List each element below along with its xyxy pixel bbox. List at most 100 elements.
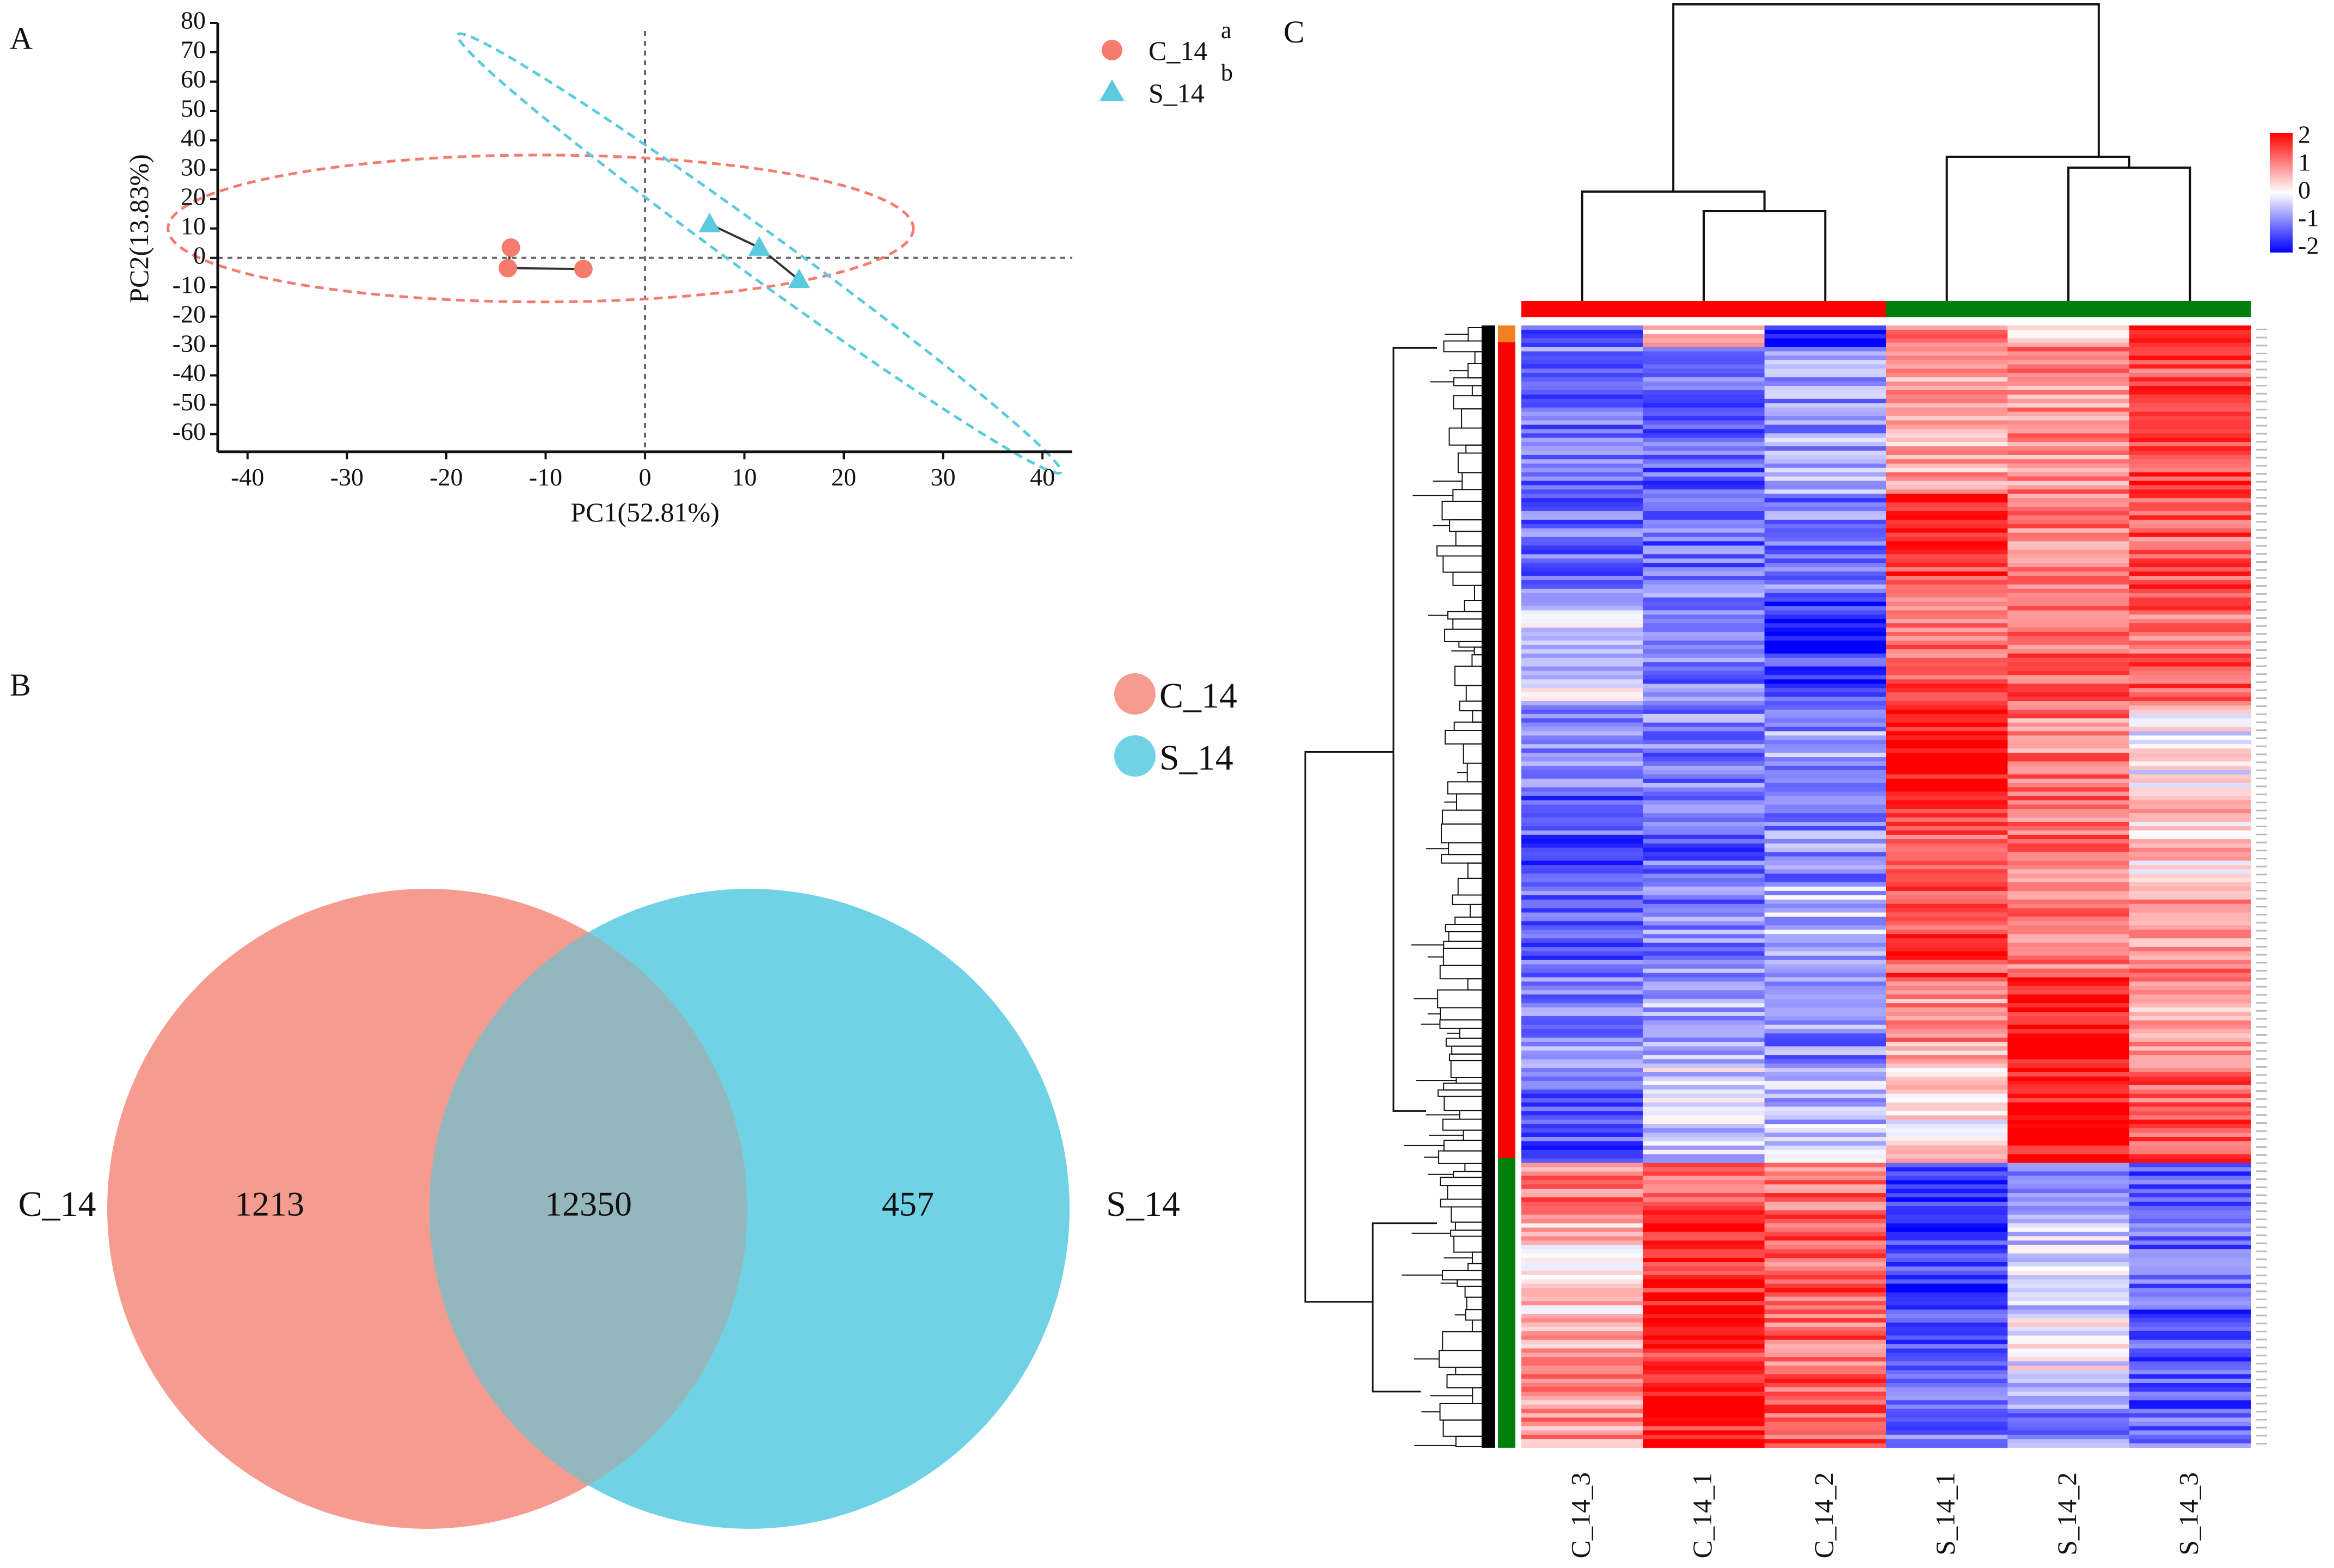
heatmap-cell [2007, 973, 2130, 978]
heatmap-cell [1886, 977, 2008, 982]
heatmap-cell [2007, 636, 2130, 641]
heatmap-cell [1886, 468, 2008, 473]
heatmap-cell [2007, 575, 2130, 581]
heatmap-cell [1764, 955, 1887, 961]
heatmap-cell [1886, 662, 2008, 667]
heatmap-cell [1643, 593, 1765, 598]
heatmap-cell [1521, 1344, 1643, 1349]
heatmap-cell [2007, 1417, 2130, 1423]
heatmap-cell [1764, 830, 1887, 835]
heatmap-cell [2129, 817, 2251, 822]
heatmap-cell [1643, 541, 1765, 546]
heatmap-cell [1643, 433, 1765, 438]
row-dendrogram-leaf [1447, 1185, 1482, 1200]
heatmap-cell [1521, 1400, 1643, 1405]
heatmap-cell [1886, 1318, 2008, 1323]
heatmap-cell [2007, 394, 2130, 399]
heatmap-cell [1886, 334, 2008, 339]
heatmap-cell [1764, 377, 1887, 382]
heatmap-cell [1764, 342, 1887, 348]
heatmap-cell [1764, 977, 1887, 982]
heatmap-cell [2007, 960, 2130, 965]
column-group-swatch [1521, 301, 1643, 317]
heatmap-cell [2007, 1275, 2130, 1280]
heatmap-cell [2129, 450, 2251, 456]
heatmap-cell [2007, 791, 2130, 797]
heatmap-cell [1521, 994, 1643, 999]
heatmap-cell [2007, 442, 2130, 447]
heatmap-cell [1521, 1016, 1643, 1021]
heatmap-cell [1643, 640, 1765, 645]
heatmap-cell [1764, 347, 1887, 352]
row-dendrogram-leaf [1465, 444, 1482, 454]
heatmap-cell [2007, 628, 2130, 632]
heatmap-cell [2129, 1136, 2251, 1142]
heatmap-cell [2129, 1279, 2251, 1284]
heatmap-cell [2007, 653, 2130, 659]
heatmap-cell [1521, 765, 1643, 771]
heatmap-cell [1764, 429, 1887, 434]
heatmap-cell [1521, 1270, 1643, 1276]
heatmap-cell [1521, 839, 1643, 844]
heatmap-cell [2007, 1262, 2130, 1267]
heatmap-cell [1521, 390, 1643, 395]
heatmap-cell [2007, 1344, 2130, 1349]
heatmap-cell [1643, 494, 1765, 499]
row-dendrogram-leaf [1466, 1296, 1482, 1311]
heatmap-cell [1764, 532, 1887, 538]
heatmap-cell [1643, 1357, 1765, 1362]
column-dendrogram-branch [1945, 156, 2130, 301]
heatmap-cell [1521, 511, 1643, 516]
heatmap-cell [2129, 1305, 2251, 1310]
heatmap-cell [1764, 1305, 1887, 1310]
heatmap-cell [1521, 1219, 1643, 1224]
heatmap-cell [2129, 1133, 2251, 1137]
heatmap-cell [2007, 930, 2130, 934]
heatmap-cell [2007, 325, 2130, 330]
heatmap-cell [1886, 1387, 2008, 1392]
heatmap-cell [1886, 1050, 2008, 1055]
heatmap-cell [1521, 917, 1643, 922]
heatmap-cell [2129, 770, 2251, 775]
row-dendrogram-leaf [1467, 363, 1482, 379]
heatmap-cell [2007, 822, 2130, 827]
heatmap-cell [1521, 407, 1643, 413]
heatmap-cell [2007, 834, 2130, 840]
heatmap-cell [1886, 770, 2008, 775]
heatmap-cell [2007, 943, 2130, 948]
heatmap-cell [2129, 1366, 2251, 1370]
heatmap-cell [1886, 1206, 2008, 1211]
heatmap-cell [2007, 550, 2130, 555]
heatmap-cell [2129, 1227, 2251, 1233]
row-dendrogram-leaf [1457, 877, 1482, 896]
row-dendrogram-leaf [1452, 571, 1482, 586]
heatmap-cell [1886, 917, 2008, 922]
heatmap-cell [1643, 502, 1765, 507]
heatmap-cell [1521, 1236, 1643, 1241]
heatmap-cell [2129, 628, 2251, 632]
heatmap-cell [2007, 787, 2130, 792]
heatmap-cell [1764, 1387, 1887, 1392]
heatmap-cell [1886, 416, 2008, 421]
heatmap-cell [2007, 744, 2130, 749]
heatmap-cell [2007, 507, 2130, 512]
heatmap-cell [2007, 640, 2130, 645]
heatmap-cell [2007, 981, 2130, 987]
column-group-swatch [2007, 301, 2130, 317]
heatmap-cell [1521, 653, 1643, 659]
heatmap-cell [2129, 657, 2251, 663]
heatmap-cell [1521, 1128, 1643, 1133]
heatmap-cell [1521, 679, 1643, 684]
pca-legend: C_14 a S_14 b [1100, 17, 1233, 108]
row-dendrogram-leaf [1438, 1150, 1482, 1164]
heatmap-cell [1643, 847, 1765, 853]
heatmap-cell [1886, 342, 2008, 348]
heatmap-cell [1886, 890, 2008, 896]
heatmap-cell [2129, 722, 2251, 728]
heatmap-cell [2129, 727, 2251, 732]
heatmap-cell [1764, 1042, 1887, 1047]
heatmap-cell [1643, 1296, 1765, 1301]
heatmap-cell [1643, 1262, 1765, 1267]
heatmap-cell [2129, 507, 2251, 512]
heatmap-cell [1521, 865, 1643, 870]
